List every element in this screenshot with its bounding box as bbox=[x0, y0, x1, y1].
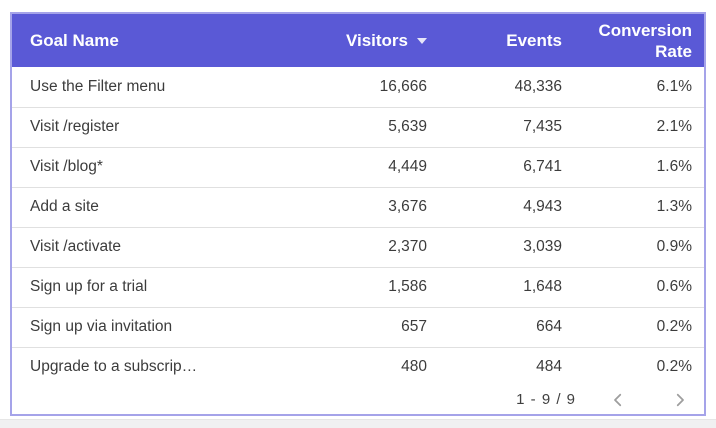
conversion-rate-cell: 0.6% bbox=[575, 266, 704, 307]
events-cell: 664 bbox=[440, 306, 575, 347]
visitors-cell: 1,586 bbox=[310, 266, 440, 307]
chevron-left-icon bbox=[609, 391, 627, 409]
goal-name-cell: Upgrade to a subscrip… bbox=[12, 346, 310, 387]
table-row: Sign up via invitation 657 664 0.2% bbox=[12, 306, 704, 347]
events-cell: 48,336 bbox=[440, 67, 575, 107]
goal-name-cell: Visit /register bbox=[12, 106, 310, 147]
visitors-cell: 657 bbox=[310, 306, 440, 347]
goal-name-cell: Add a site bbox=[12, 186, 310, 227]
chevron-right-icon bbox=[671, 391, 689, 409]
column-header-conversion-rate[interactable]: Conversion Rate bbox=[575, 14, 704, 67]
visitors-cell: 16,666 bbox=[310, 67, 440, 107]
events-cell: 1,648 bbox=[440, 266, 575, 307]
events-cell: 3,039 bbox=[440, 226, 575, 267]
page-background-strip bbox=[0, 419, 716, 428]
table-row: Visit /activate 2,370 3,039 0.9% bbox=[12, 226, 704, 267]
column-header-label: Goal Name bbox=[30, 31, 119, 50]
goals-table: Goal Name Visitors Events Conversion Rat… bbox=[12, 14, 704, 387]
table-header: Goal Name Visitors Events Conversion Rat… bbox=[12, 14, 704, 67]
sort-descending-icon bbox=[417, 37, 427, 44]
conversion-rate-cell: 1.3% bbox=[575, 186, 704, 227]
events-cell: 484 bbox=[440, 346, 575, 387]
table-row: Use the Filter menu 16,666 48,336 6.1% bbox=[12, 67, 704, 107]
goal-name-cell: Visit /activate bbox=[12, 226, 310, 267]
previous-page-button[interactable] bbox=[608, 390, 628, 410]
table-body: Use the Filter menu 16,666 48,336 6.1% V… bbox=[12, 67, 704, 387]
visitors-cell: 480 bbox=[310, 346, 440, 387]
table-row: Visit /register 5,639 7,435 2.1% bbox=[12, 106, 704, 147]
column-header-goal-name[interactable]: Goal Name bbox=[12, 14, 310, 67]
goal-name-cell: Use the Filter menu bbox=[12, 67, 310, 107]
column-header-visitors[interactable]: Visitors bbox=[310, 14, 440, 67]
column-header-events[interactable]: Events bbox=[440, 14, 575, 67]
goal-name-cell: Sign up for a trial bbox=[12, 266, 310, 307]
column-header-label: Conversion Rate bbox=[598, 20, 692, 61]
conversion-rate-cell: 0.9% bbox=[575, 226, 704, 267]
visitors-cell: 2,370 bbox=[310, 226, 440, 267]
table-row: Sign up for a trial 1,586 1,648 0.6% bbox=[12, 266, 704, 307]
column-header-label: Events bbox=[506, 31, 562, 50]
events-cell: 6,741 bbox=[440, 146, 575, 187]
conversion-rate-cell: 1.6% bbox=[575, 146, 704, 187]
goal-name-cell: Visit /blog* bbox=[12, 146, 310, 187]
pagination-range-label: 1 - 9 / 9 bbox=[516, 391, 576, 408]
visitors-cell: 3,676 bbox=[310, 186, 440, 227]
table-row: Upgrade to a subscrip… 480 484 0.2% bbox=[12, 346, 704, 387]
visitors-cell: 4,449 bbox=[310, 146, 440, 187]
pagination-bar: 1 - 9 / 9 bbox=[12, 385, 704, 414]
events-cell: 4,943 bbox=[440, 186, 575, 227]
visitors-cell: 5,639 bbox=[310, 106, 440, 147]
table-row: Visit /blog* 4,449 6,741 1.6% bbox=[12, 146, 704, 187]
events-cell: 7,435 bbox=[440, 106, 575, 147]
conversion-rate-cell: 6.1% bbox=[575, 67, 704, 107]
next-page-button[interactable] bbox=[670, 390, 690, 410]
goals-table-card: Goal Name Visitors Events Conversion Rat… bbox=[10, 12, 706, 416]
column-header-label: Visitors bbox=[345, 31, 408, 50]
conversion-rate-cell: 2.1% bbox=[575, 106, 704, 147]
conversion-rate-cell: 0.2% bbox=[575, 346, 704, 387]
goal-name-cell: Sign up via invitation bbox=[12, 306, 310, 347]
conversion-rate-cell: 0.2% bbox=[575, 306, 704, 347]
table-row: Add a site 3,676 4,943 1.3% bbox=[12, 186, 704, 227]
